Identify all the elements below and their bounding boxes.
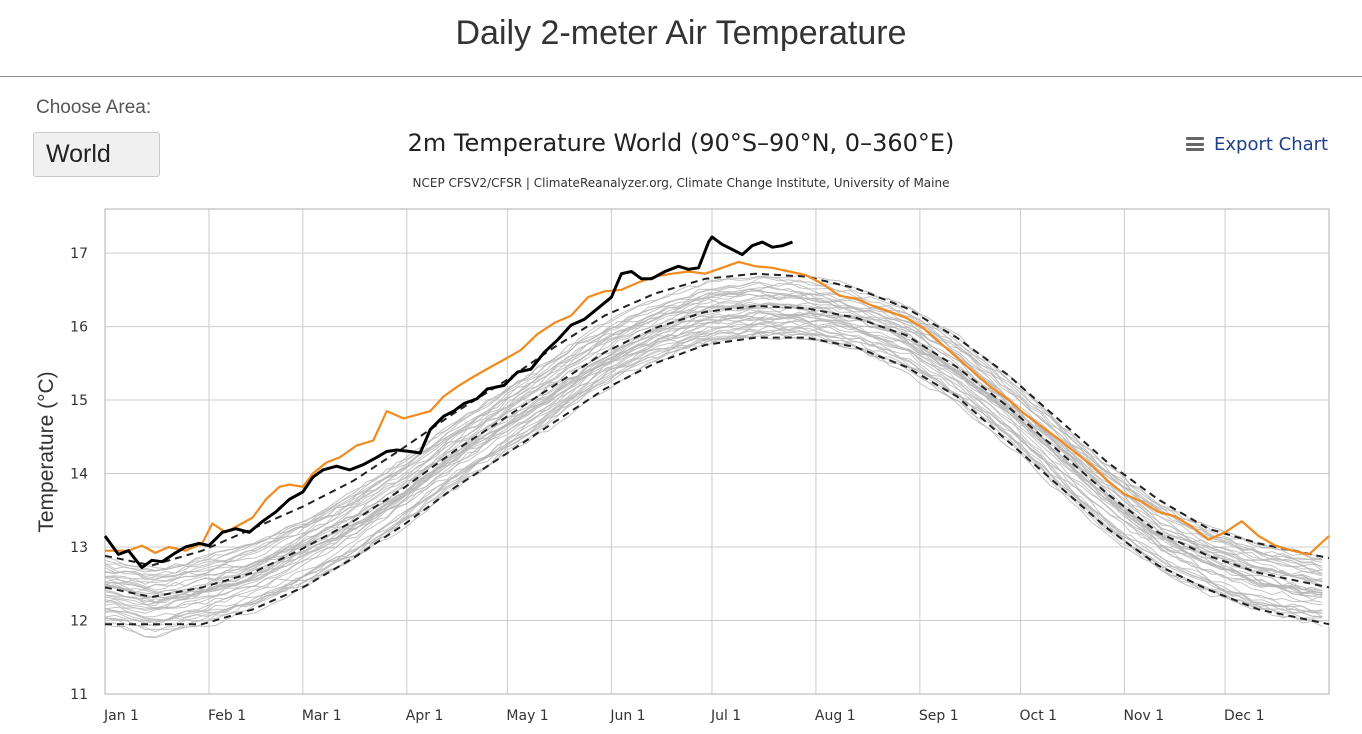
past-year-line <box>104 282 1323 572</box>
past-year-line <box>104 330 1323 627</box>
past-year-line <box>104 318 1323 610</box>
x-tick-label: Jul 1 <box>710 708 741 724</box>
series-line-previous <box>105 260 1330 556</box>
y-tick-label: 11 <box>70 687 88 703</box>
page-header: Daily 2-meter Air Temperature <box>0 0 1362 77</box>
chart-title: 2m Temperature World (90°S–90°N, 0–360°E… <box>408 129 955 157</box>
area-select[interactable]: World <box>33 132 160 177</box>
past-year-line <box>104 289 1323 584</box>
past-year-line <box>104 275 1323 579</box>
past-year-line <box>104 328 1323 627</box>
past-year-line <box>104 332 1323 627</box>
past-year-line <box>104 315 1323 618</box>
x-tick-label: Mar 1 <box>302 708 342 724</box>
past-year-line <box>104 293 1323 576</box>
x-tick-label: May 1 <box>506 708 548 724</box>
x-tick-label: Dec 1 <box>1224 708 1264 724</box>
plot-area-border <box>104 208 1330 695</box>
y-tick-label: 17 <box>70 246 88 262</box>
past-year-line <box>104 320 1323 604</box>
x-tick-label: Sep 1 <box>919 708 959 724</box>
past-year-line <box>104 323 1323 624</box>
past-year-line <box>104 306 1323 610</box>
y-tick-label: 16 <box>70 320 88 336</box>
past-year-line <box>104 323 1323 621</box>
past-year-line <box>104 331 1323 633</box>
y-axis-title: Temperature (°C) <box>35 371 58 532</box>
x-tick-label: Nov 1 <box>1123 708 1164 724</box>
y-tick-label: 15 <box>70 393 88 409</box>
series-line-mean <box>104 305 1330 598</box>
past-year-line <box>104 302 1323 589</box>
past-year-line <box>104 316 1323 612</box>
x-tick-label: Jan 1 <box>103 708 139 724</box>
export-chart-label: Export Chart <box>1214 133 1329 155</box>
series-line-meanplus2sd <box>104 272 1330 567</box>
past-years-group <box>104 274 1323 639</box>
past-year-line <box>104 312 1323 614</box>
past-year-line <box>104 313 1323 599</box>
y-tick-label: 14 <box>70 467 88 483</box>
past-year-line <box>104 303 1323 595</box>
x-tick-label: Oct 1 <box>1019 708 1057 724</box>
past-year-line <box>104 318 1323 610</box>
choose-area-label: Choose Area: <box>36 97 152 118</box>
export-chart-button[interactable]: Export Chart <box>1186 131 1328 157</box>
chart-subtitle: NCEP CFSV2/CFSR | ClimateReanalyzer.org,… <box>413 176 950 190</box>
x-tick-label: Feb 1 <box>208 708 246 724</box>
past-year-line <box>104 290 1323 585</box>
x-tick-label: Aug 1 <box>815 708 856 724</box>
series-line-current <box>103 235 794 570</box>
x-tick-label: Jun 1 <box>609 708 645 724</box>
page-title: Daily 2-meter Air Temperature <box>455 14 907 52</box>
menu-icon <box>1186 137 1204 151</box>
y-tick-label: 13 <box>70 540 88 556</box>
y-tick-label: 12 <box>70 614 88 630</box>
x-tick-label: Apr 1 <box>406 708 444 724</box>
series-line-meanminus2sd <box>105 336 1330 626</box>
